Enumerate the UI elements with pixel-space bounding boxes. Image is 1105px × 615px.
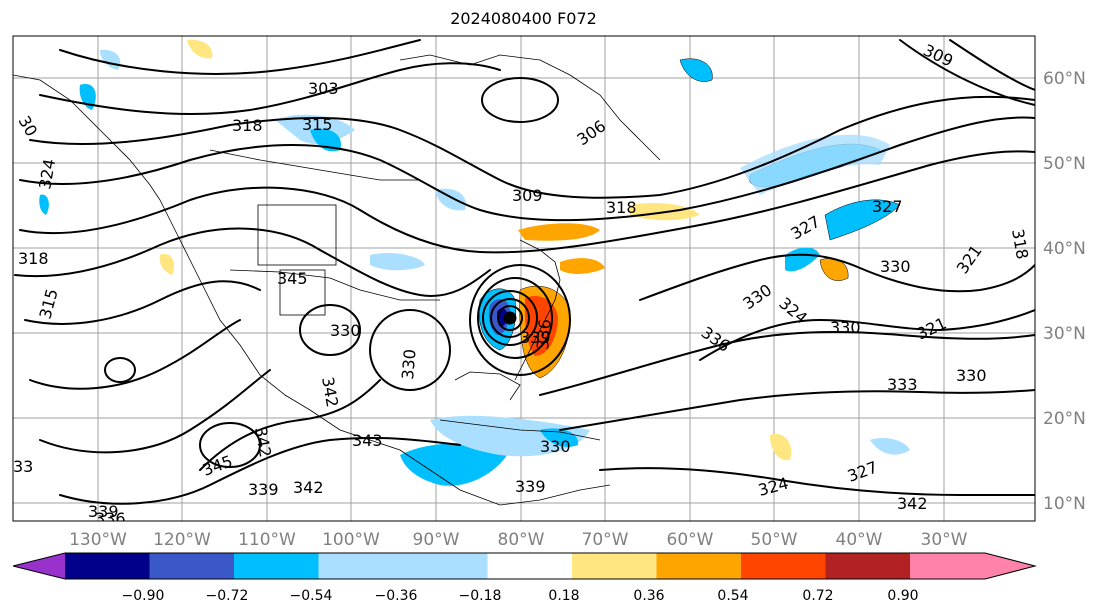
colorbar-tick-label: −0.18 xyxy=(459,588,502,604)
lon-label: 100°W xyxy=(322,530,380,550)
contour-label: 342 xyxy=(897,494,928,513)
lon-label: 70°W xyxy=(582,530,629,550)
contour-label: 330 xyxy=(330,321,361,340)
map-frame xyxy=(12,35,1036,522)
colorbar-segment xyxy=(318,553,403,579)
colorbar-segment xyxy=(741,553,826,579)
lat-label: 40°N xyxy=(1043,239,1086,259)
shaded-field xyxy=(39,39,910,486)
lon-label: 30°W xyxy=(921,530,968,550)
contour-label: 318 xyxy=(232,116,263,135)
lat-label: 50°N xyxy=(1043,154,1086,174)
lat-labels: 60°N 50°N 40°N 30°N 20°N 10°N xyxy=(1043,69,1086,514)
contour-label: 339 xyxy=(248,480,279,499)
colorbar-tick-label: −0.54 xyxy=(290,588,333,604)
lon-label: 50°W xyxy=(751,530,798,550)
colorbar-segment xyxy=(910,553,985,579)
colorbar-tick-label: 0.18 xyxy=(548,588,579,604)
colorbar-segment xyxy=(985,553,1035,579)
lon-labels: 130°W 120°W 110°W 100°W 90°W 80°W 70°W 6… xyxy=(69,530,968,550)
contour-label: 318 xyxy=(18,249,49,268)
lat-label: 60°N xyxy=(1043,69,1086,89)
colorbar-tick-label: −0.90 xyxy=(122,588,165,604)
contour-label: 327 xyxy=(872,197,903,216)
contour-label: 330 xyxy=(540,437,571,456)
colorbar-tick-label: 0.54 xyxy=(717,588,748,604)
lat-label: 20°N xyxy=(1043,409,1086,429)
contour-label: 339 xyxy=(515,477,546,496)
colorbar-outline xyxy=(12,552,1037,580)
colorbar-segment xyxy=(13,553,65,579)
contour-label: 303 xyxy=(308,79,339,98)
colorbar-segment xyxy=(65,553,150,579)
contour-label: 330 xyxy=(830,318,861,337)
lon-label: 40°W xyxy=(836,530,883,550)
colorbar-segment xyxy=(403,553,488,579)
lon-label: 130°W xyxy=(69,530,127,550)
contour-label: 336 xyxy=(533,318,555,350)
colorbar: −0.90 −0.72 −0.54 −0.36 −0.18 0.18 0.36 … xyxy=(12,552,1037,604)
contour-label: 318 xyxy=(606,198,637,217)
contour-label: 330 xyxy=(880,257,911,276)
contour-lines xyxy=(14,39,1035,505)
colorbar-tick-label: −0.72 xyxy=(206,588,249,604)
coastlines xyxy=(13,54,661,506)
contour-label: 309 xyxy=(512,186,543,205)
colorbar-segment xyxy=(149,553,234,579)
map-title: 2024080400 F072 xyxy=(450,9,597,28)
colorbar-segment xyxy=(487,553,572,579)
lat-label: 10°N xyxy=(1043,494,1086,514)
colorbar-segment xyxy=(234,553,319,579)
contour-label: 342 xyxy=(293,478,324,497)
contour-label: 315 xyxy=(302,115,333,134)
lon-label: 110°W xyxy=(238,530,296,550)
lon-label: 60°W xyxy=(667,530,714,550)
colorbar-tick-label: 0.36 xyxy=(633,588,664,604)
contour-label: 33 xyxy=(13,457,33,476)
contour-label: 343 xyxy=(352,431,383,450)
contour-label: 336 xyxy=(95,509,126,528)
contour-label: 339 xyxy=(88,502,119,521)
contour-label: 330 xyxy=(398,348,420,380)
lon-label: 120°W xyxy=(153,530,211,550)
lat-label: 30°N xyxy=(1043,324,1086,344)
colorbar-segment xyxy=(572,553,657,579)
contour-label: 339 xyxy=(520,328,551,347)
lon-label: 90°W xyxy=(413,530,460,550)
colorbar-tick-label: 0.90 xyxy=(887,588,918,604)
contour-label: 333 xyxy=(887,375,918,394)
lon-label: 80°W xyxy=(498,530,545,550)
colorbar-tick-label: −0.36 xyxy=(375,588,418,604)
contour-label: 345 xyxy=(277,269,308,288)
contour-label: 330 xyxy=(956,366,987,385)
colorbar-segment xyxy=(825,553,910,579)
colorbar-segment xyxy=(656,553,741,579)
colorbar-tick-label: 0.72 xyxy=(802,588,833,604)
